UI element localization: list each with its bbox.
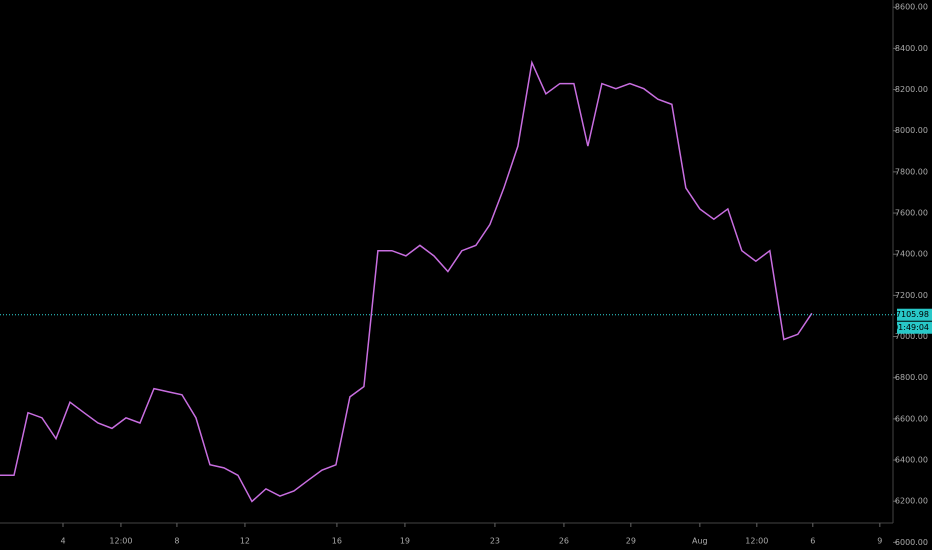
- y-tick-label: 6600.00: [895, 414, 928, 423]
- y-tick-label: 7400.00: [895, 250, 928, 259]
- last-price-label: 7105.98: [896, 310, 929, 319]
- y-tick-label: 7800.00: [895, 167, 928, 176]
- x-tick-label: 12: [240, 537, 250, 546]
- y-tick-label: 8400.00: [895, 44, 928, 53]
- y-tick-label: 6800.00: [895, 373, 928, 382]
- x-tick-label: 23: [490, 537, 500, 546]
- y-tick-label: 7600.00: [895, 209, 928, 218]
- countdown-box: [897, 321, 932, 334]
- x-tick-label: 8: [174, 537, 179, 546]
- x-tick-label: 6: [810, 537, 815, 546]
- y-tick-label: 6400.00: [895, 456, 928, 465]
- y-tick-label: 6200.00: [895, 497, 928, 506]
- y-tick-label: 8600.00: [895, 3, 928, 12]
- last-price-box: [897, 308, 932, 321]
- x-tick-label: 4: [60, 537, 65, 546]
- x-tick-label: Aug: [692, 537, 708, 546]
- x-tick-label: 29: [626, 537, 636, 546]
- countdown-label: 01:49:04: [893, 323, 929, 332]
- y-tick-label: 6000.00: [895, 538, 928, 547]
- x-tick-label: 26: [559, 537, 569, 546]
- x-tick-label: 12:00: [745, 537, 768, 546]
- x-tick-label: 16: [332, 537, 342, 546]
- y-tick-label: 8200.00: [895, 85, 928, 94]
- x-tick-label: 19: [400, 537, 410, 546]
- y-tick-label: 7000.00: [895, 332, 928, 341]
- y-tick-label: 7200.00: [895, 291, 928, 300]
- price-line: [0, 60, 813, 503]
- x-tick-label: 12:00: [109, 537, 132, 546]
- x-tick-label: 9: [877, 537, 882, 546]
- y-tick-label: 8000.00: [895, 126, 928, 135]
